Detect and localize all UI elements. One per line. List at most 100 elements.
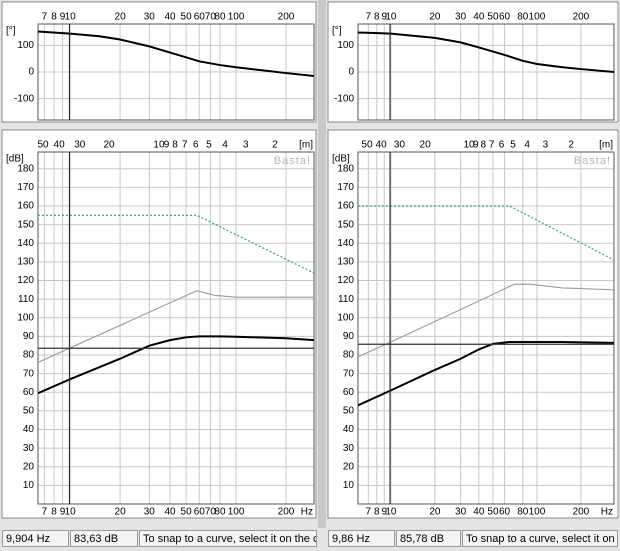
x2-tick-label: 3 bbox=[543, 140, 549, 151]
y-tick-label: 170 bbox=[337, 182, 354, 193]
x-tick-label: 10 bbox=[65, 12, 77, 23]
x-tick-label: 60 bbox=[499, 12, 511, 23]
x2-tick-label: 40 bbox=[54, 140, 66, 151]
x-tick-label: 30 bbox=[455, 12, 467, 23]
x-tick-label: 7 bbox=[42, 12, 48, 23]
y-tick-label: 10 bbox=[23, 480, 35, 491]
x-tick-label: 80 bbox=[517, 12, 529, 23]
x2-tick-label: 6 bbox=[499, 140, 505, 151]
x2-tick-label: 7 bbox=[182, 140, 188, 151]
x-tick-label: 100 bbox=[228, 12, 245, 23]
status-frequency: 9,86 Hz bbox=[328, 530, 395, 547]
plot-content bbox=[358, 205, 614, 407]
y-tick-label: 80 bbox=[343, 350, 355, 361]
y-tick-label: 180 bbox=[337, 163, 354, 174]
x-tick-label: 50 bbox=[181, 507, 193, 518]
y-tick-label: 140 bbox=[337, 238, 354, 249]
x2-tick-label: 30 bbox=[394, 140, 406, 151]
y-tick-label: 100 bbox=[17, 312, 34, 323]
curve bbox=[358, 283, 614, 358]
y-tick-label: 0 bbox=[348, 67, 354, 78]
x-tick-label: 200 bbox=[573, 12, 590, 23]
x-tick-label: 20 bbox=[429, 507, 441, 518]
x-tick-label: 8 bbox=[374, 12, 380, 23]
curve bbox=[38, 30, 314, 77]
y-tick-label: -100 bbox=[14, 93, 34, 104]
y-axis-label: [dB] bbox=[332, 154, 350, 165]
x-tick-label: 9 bbox=[381, 12, 387, 23]
plot-content bbox=[38, 214, 314, 395]
x-tick-label: 50 bbox=[487, 12, 499, 23]
x2-tick-label: 8 bbox=[480, 140, 486, 151]
chart-frame bbox=[327, 129, 619, 519]
x-tick-label: 40 bbox=[473, 507, 485, 518]
y-tick-label: 130 bbox=[17, 257, 34, 268]
x2-tick-label: 5 bbox=[206, 140, 212, 151]
x-tick-label: 10 bbox=[385, 507, 397, 518]
y-tick-label: 50 bbox=[343, 406, 355, 417]
status-hint: To snap to a curve, select it on th bbox=[462, 530, 618, 547]
splitter[interactable] bbox=[318, 0, 326, 528]
y-tick-label: 40 bbox=[343, 424, 355, 435]
y-tick-label: 160 bbox=[17, 201, 34, 212]
x-tick-label: 9 bbox=[60, 12, 66, 23]
x2-tick-label: 9 bbox=[164, 140, 170, 151]
y-tick-label: 90 bbox=[343, 331, 355, 342]
x-tick-label: 20 bbox=[115, 12, 127, 23]
y-tick-label: -100 bbox=[334, 93, 354, 104]
x-tick-label: 20 bbox=[429, 12, 441, 23]
x-tick-label: 80 bbox=[214, 507, 226, 518]
x-tick-label: 200 bbox=[278, 12, 295, 23]
y-tick-label: 40 bbox=[23, 424, 35, 435]
curve bbox=[358, 31, 614, 73]
x-tick-label: 70 bbox=[205, 12, 217, 23]
y-tick-label: 10 bbox=[343, 480, 355, 491]
x-tick-label: 70 bbox=[205, 507, 217, 518]
x2-tick-label: 3 bbox=[243, 140, 249, 151]
y-tick-label: 180 bbox=[17, 163, 34, 174]
x-tick-label: 100 bbox=[228, 507, 245, 518]
x2-tick-label: 6 bbox=[193, 140, 199, 151]
curve bbox=[38, 214, 314, 274]
x-tick-label: 50 bbox=[487, 507, 499, 518]
x-tick-label: 7 bbox=[366, 507, 372, 518]
x-tick-label: 20 bbox=[115, 507, 127, 518]
y-tick-label: 60 bbox=[23, 387, 35, 398]
x-tick-label: 40 bbox=[473, 12, 485, 23]
y-tick-label: 30 bbox=[23, 443, 35, 454]
x-tick-label: 9 bbox=[381, 507, 387, 518]
y-tick-label: 130 bbox=[337, 257, 354, 268]
y-tick-label: 100 bbox=[337, 312, 354, 323]
curve bbox=[358, 205, 614, 261]
y-tick-label: 0 bbox=[28, 67, 34, 78]
plot-border bbox=[37, 23, 315, 121]
x2-unit-label: [m] bbox=[299, 140, 313, 151]
curve bbox=[38, 335, 314, 395]
x-tick-label: 8 bbox=[374, 507, 380, 518]
x2-tick-label: 7 bbox=[489, 140, 495, 151]
y-tick-label: 120 bbox=[337, 275, 354, 286]
status-level: 85,78 dB bbox=[396, 530, 461, 547]
y-tick-label: 160 bbox=[337, 201, 354, 212]
x-tick-label: 80 bbox=[517, 507, 529, 518]
x-tick-label: 100 bbox=[529, 12, 546, 23]
plot-border bbox=[37, 151, 315, 505]
x2-tick-label: 50 bbox=[361, 140, 373, 151]
x-tick-label: 60 bbox=[194, 507, 206, 518]
x2-tick-label: 2 bbox=[272, 140, 278, 151]
x-unit-label: Hz bbox=[301, 507, 313, 518]
x-tick-label: 10 bbox=[385, 12, 397, 23]
x-tick-label: 7 bbox=[42, 507, 48, 518]
plot-border bbox=[357, 151, 615, 505]
x2-tick-label: 2 bbox=[568, 140, 574, 151]
y-tick-label: 20 bbox=[23, 461, 35, 472]
status-level: 83,63 dB bbox=[70, 530, 138, 547]
x-unit-label: Hz bbox=[601, 507, 613, 518]
x-tick-label: 30 bbox=[455, 507, 467, 518]
x-tick-label: 80 bbox=[214, 12, 226, 23]
plot-content bbox=[38, 30, 314, 77]
y-tick-label: 50 bbox=[23, 406, 35, 417]
y-tick-label: 110 bbox=[18, 294, 34, 305]
chart-frame bbox=[1, 129, 317, 519]
